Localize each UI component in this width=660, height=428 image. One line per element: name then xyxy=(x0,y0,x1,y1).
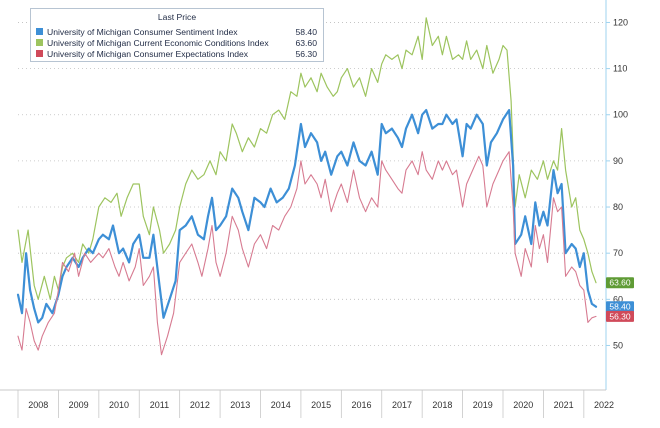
legend-title: Last Price xyxy=(157,12,197,22)
y-tick-label-80: 80 xyxy=(613,202,623,212)
legend-label-consumer-sentiment: University of Michigan Consumer Sentimen… xyxy=(47,26,238,37)
x-tick-label-2010: 2010 xyxy=(109,400,129,410)
legend-value-current-conditions: 63.60 xyxy=(295,37,317,48)
x-tick-label-2013: 2013 xyxy=(230,400,250,410)
legend-entry-consumer-expectations: University of Michigan Consumer Expectat… xyxy=(36,48,317,59)
series-line-current-conditions xyxy=(17,17,597,300)
x-tick-label-2020: 2020 xyxy=(513,400,533,410)
x-tick-label-2009: 2009 xyxy=(69,400,89,410)
last-value-badge-consumer-sentiment xyxy=(606,301,634,313)
x-tick-label-2015: 2015 xyxy=(311,400,331,410)
x-tick-label-2017: 2017 xyxy=(392,400,412,410)
x-tick-label-2014: 2014 xyxy=(271,400,291,410)
y-tick-label-70: 70 xyxy=(613,248,623,258)
x-tick-label-2021: 2021 xyxy=(554,400,574,410)
legend-entry-current-conditions: University of Michigan Current Economic … xyxy=(36,37,317,48)
legend-label-consumer-expectations: University of Michigan Consumer Expectat… xyxy=(47,48,249,59)
x-tick-label-2022: 2022 xyxy=(594,400,614,410)
y-tick-label-110: 110 xyxy=(613,64,627,74)
x-tick-label-2019: 2019 xyxy=(473,400,493,410)
y-tick-label-60: 60 xyxy=(613,294,623,304)
y-tick-label-100: 100 xyxy=(613,110,628,120)
legend-swatch-consumer-expectations xyxy=(36,50,43,57)
x-tick-label-2008: 2008 xyxy=(28,400,48,410)
series-line-consumer-expectations xyxy=(17,151,597,356)
x-tick-label-2016: 2016 xyxy=(352,400,372,410)
x-tick-label-2011: 2011 xyxy=(150,400,169,410)
y-tick-label-90: 90 xyxy=(613,156,623,166)
last-value-label-current-conditions: 63.60 xyxy=(609,278,631,288)
legend-swatch-consumer-sentiment xyxy=(36,28,43,35)
legend-swatch-current-conditions xyxy=(36,39,43,46)
last-value-badge-current-conditions xyxy=(606,277,634,289)
legend-entry-consumer-sentiment: University of Michigan Consumer Sentimen… xyxy=(36,26,317,37)
x-axis-ticks: 2008 2009 2010 2011 2012 2013 2014 2015 2016 2017… xyxy=(17,390,614,418)
y-axis-ticks: 50 60 70 80 90 100 110 120 xyxy=(606,17,628,350)
legend-value-consumer-sentiment: 58.40 xyxy=(295,26,317,37)
y-tick-label-120: 120 xyxy=(613,17,628,27)
x-tick-label-2012: 2012 xyxy=(190,400,210,410)
legend: Last Price University of Michigan Consum… xyxy=(30,8,324,62)
y-tick-label-50: 50 xyxy=(613,340,623,350)
legend-label-current-conditions: University of Michigan Current Economic … xyxy=(47,37,269,48)
last-value-label-consumer-sentiment: 58.40 xyxy=(609,302,631,312)
series-line-consumer-sentiment xyxy=(16,109,598,324)
last-value-label-consumer-expectations: 56.30 xyxy=(609,311,631,321)
last-value-badge-consumer-expectations xyxy=(606,310,634,322)
legend-value-consumer-expectations: 56.30 xyxy=(295,48,317,59)
x-tick-label-2018: 2018 xyxy=(432,400,452,410)
series-lines xyxy=(16,17,598,356)
